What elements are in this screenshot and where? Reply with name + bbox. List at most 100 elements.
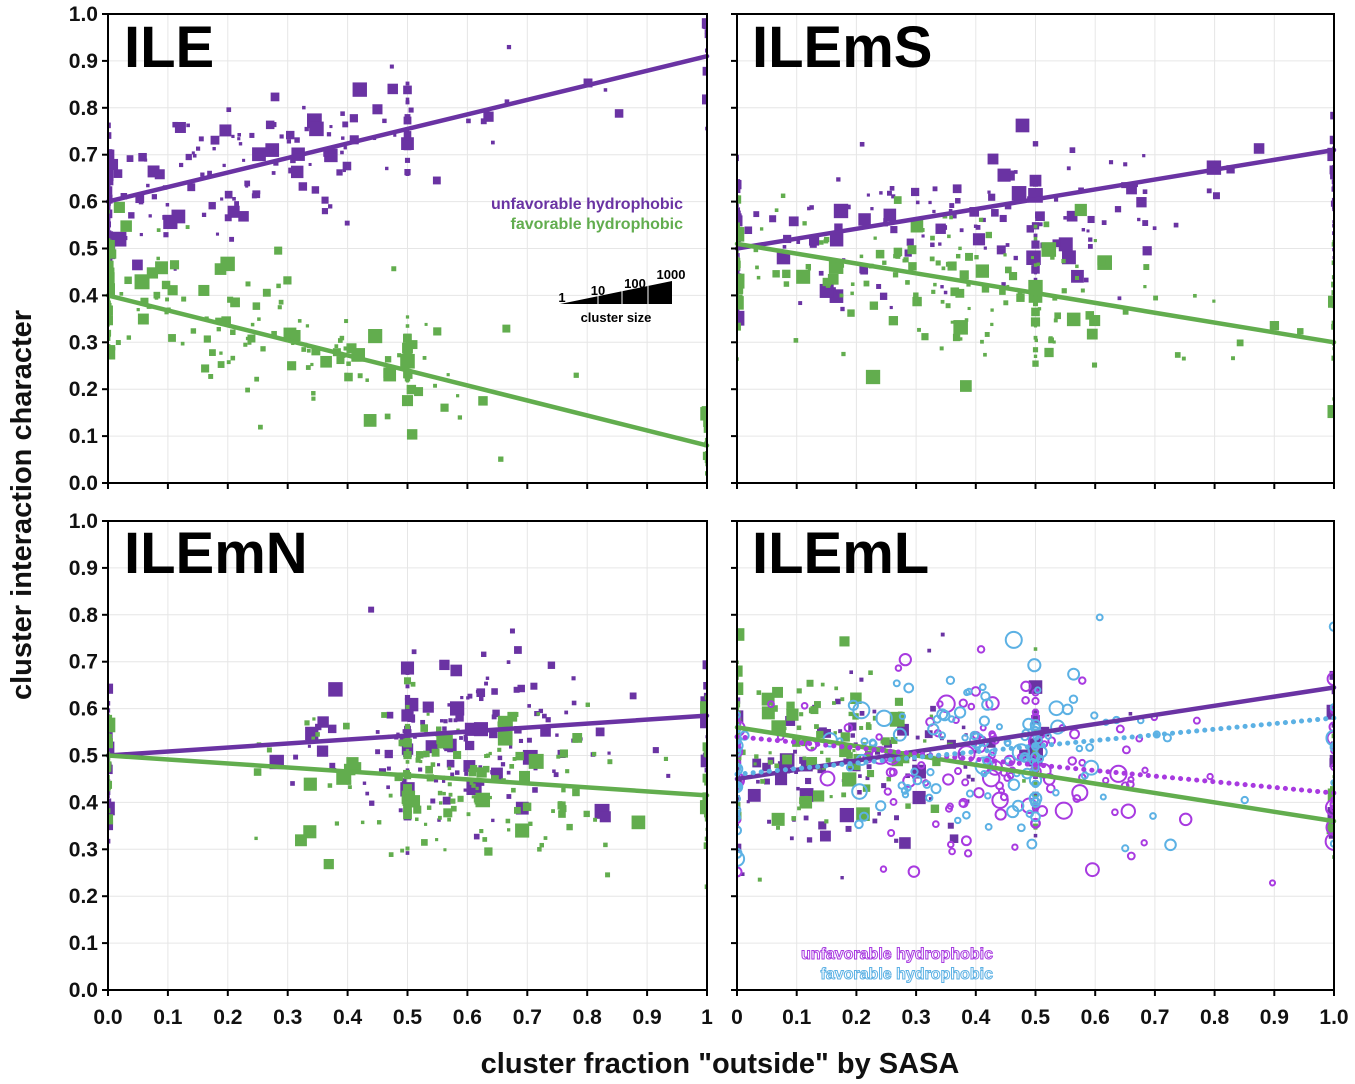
data-point (796, 786, 800, 791)
data-point (930, 804, 940, 813)
data-point (203, 335, 211, 343)
data-point (536, 712, 541, 716)
data-point (245, 387, 250, 393)
data-point (108, 738, 113, 749)
data-point (883, 787, 892, 796)
data-point (1033, 271, 1038, 275)
data-point (737, 223, 740, 229)
data-point (1297, 328, 1304, 335)
data-point (996, 245, 1006, 255)
data-point (266, 747, 272, 753)
data-point (297, 319, 302, 323)
data-point (1327, 405, 1334, 419)
data-point (1074, 275, 1079, 281)
data-point (1085, 743, 1094, 752)
data-point (403, 810, 412, 820)
data-point (108, 808, 111, 814)
data-point (208, 202, 216, 210)
data-point (1033, 709, 1038, 714)
data-point (403, 784, 412, 794)
data-point (539, 842, 544, 848)
data-point (965, 789, 975, 798)
data-point (981, 217, 986, 223)
data-point (935, 223, 946, 234)
data-point (408, 340, 418, 350)
data-point (737, 195, 742, 204)
data-point (527, 704, 531, 708)
data-point (229, 236, 235, 242)
data-point (327, 724, 337, 734)
data-point (1269, 321, 1280, 331)
data-point (108, 296, 111, 301)
data-point (808, 235, 820, 246)
data-point (1045, 783, 1056, 794)
data-point (108, 780, 113, 789)
data-point (944, 804, 954, 813)
data-point (405, 379, 410, 383)
y-axis-title: cluster interaction character (6, 310, 38, 700)
data-point (1031, 265, 1040, 274)
data-point (995, 723, 1003, 731)
data-point (1099, 793, 1107, 801)
data-point (480, 118, 487, 125)
data-point (201, 364, 210, 373)
data-point (1331, 275, 1334, 280)
data-point (953, 320, 968, 335)
data-point (796, 688, 802, 694)
data-point (405, 341, 410, 346)
data-point (583, 810, 590, 818)
legend-favorable-ile: favorable hydrophobic (511, 216, 684, 233)
data-point (1142, 220, 1149, 226)
data-point (737, 764, 742, 773)
data-point (1330, 171, 1334, 180)
data-point (108, 717, 116, 733)
data-point (405, 704, 410, 709)
data-point (953, 706, 967, 719)
data-point (457, 415, 463, 420)
panel-ileml (731, 520, 1337, 996)
data-point (126, 335, 132, 340)
data-point (1069, 147, 1076, 154)
data-point (1077, 277, 1083, 283)
data-point (599, 811, 611, 823)
data-point (737, 322, 741, 331)
data-point (980, 339, 984, 344)
data-point (903, 784, 912, 792)
data-point (889, 798, 898, 806)
data-point (866, 770, 875, 778)
data-point (876, 283, 882, 289)
data-point (108, 838, 111, 844)
data-point (522, 802, 532, 812)
data-point (401, 395, 414, 407)
data-point (774, 208, 779, 213)
data-point (304, 126, 309, 132)
x-tick-label: 0.8 (1200, 1006, 1230, 1029)
data-point (1142, 246, 1152, 256)
data-point (872, 818, 878, 824)
data-point (1074, 203, 1087, 217)
data-point (473, 833, 480, 840)
data-point (108, 683, 114, 694)
data-point (376, 820, 382, 825)
data-point (955, 288, 965, 298)
data-point (386, 785, 390, 790)
data-point (443, 808, 453, 818)
data-point (497, 721, 503, 727)
data-point (1032, 141, 1039, 147)
data-point (783, 726, 787, 731)
data-point (840, 876, 844, 880)
data-point (179, 162, 184, 168)
data-point (400, 848, 405, 853)
data-point (1142, 189, 1148, 195)
data-point (237, 137, 241, 141)
data-point (435, 838, 439, 842)
data-point (463, 737, 468, 742)
data-point (945, 303, 951, 309)
panel-title-ileml: ILEmL (752, 521, 929, 586)
size-label-1000: 1000 (657, 267, 686, 282)
data-point (108, 183, 111, 189)
data-point (108, 210, 112, 218)
data-point (146, 267, 159, 279)
data-point (433, 778, 439, 783)
data-point (767, 700, 775, 709)
